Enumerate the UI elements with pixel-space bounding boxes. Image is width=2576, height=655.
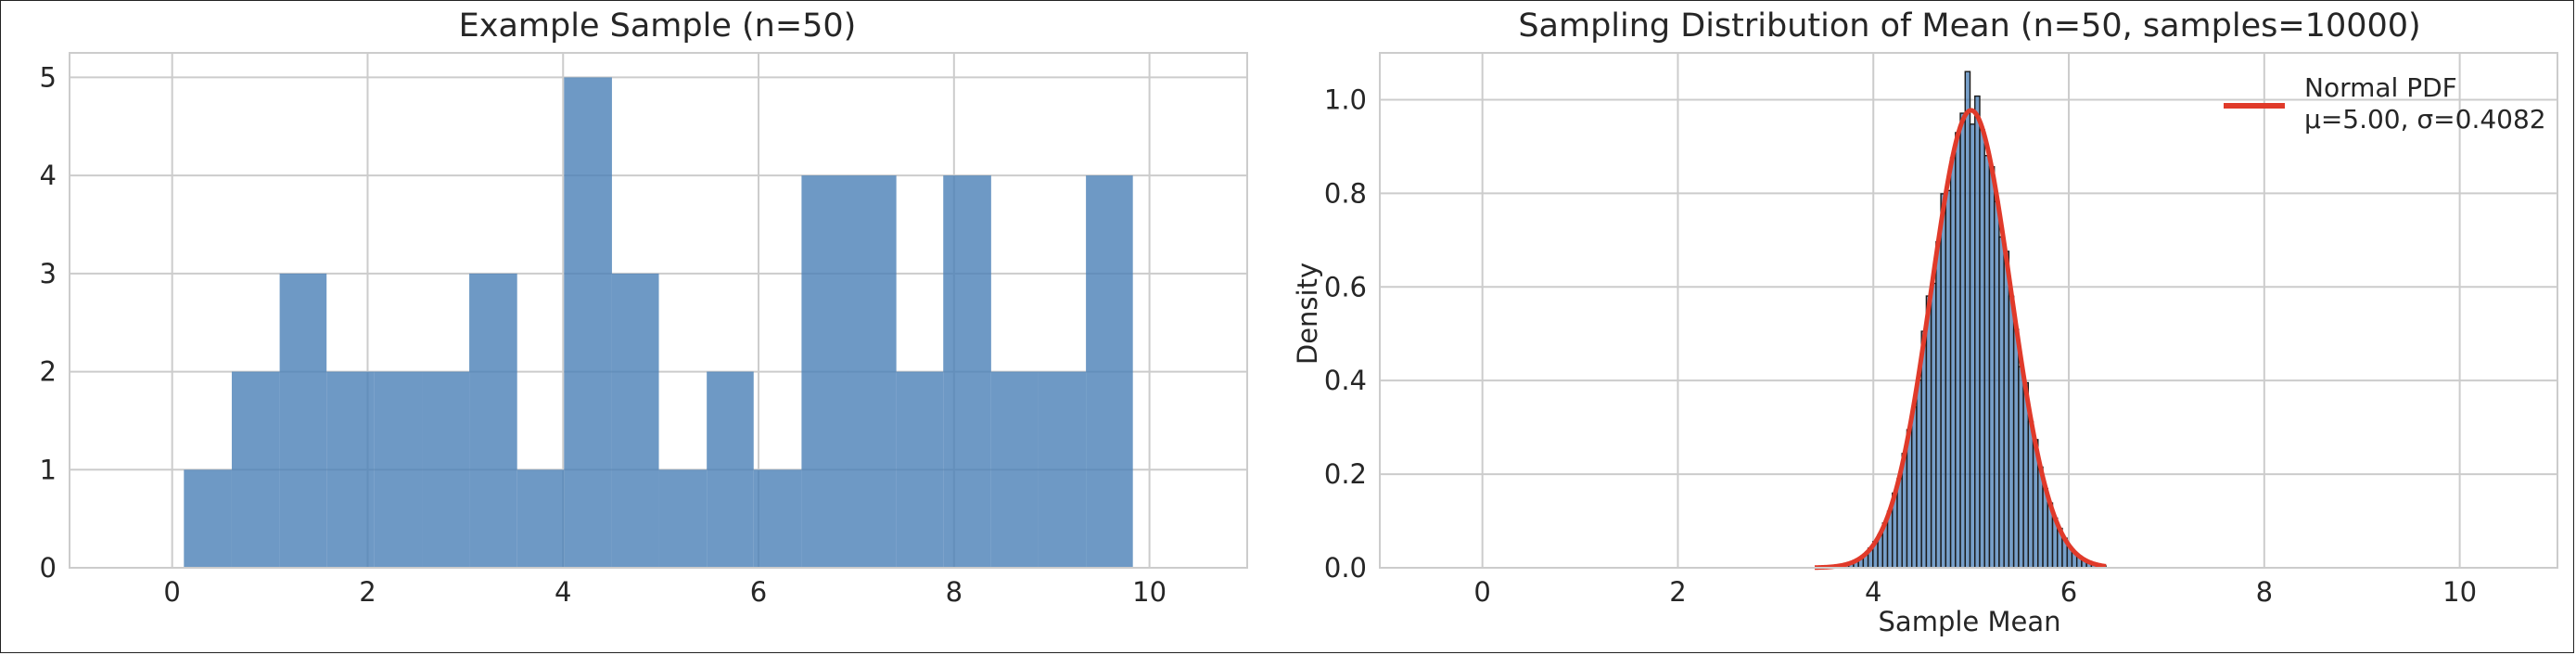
density-bar <box>1925 295 1932 569</box>
density-bar <box>1988 166 1996 569</box>
density-bar <box>1916 379 1922 569</box>
histogram-bar <box>896 371 944 568</box>
legend: Normal PDF μ=5.00, σ=0.4082 <box>2224 72 2546 135</box>
p2-y-tick-label: 0.4 <box>1324 365 1367 396</box>
histogram-bar <box>1086 175 1133 568</box>
histogram-bar <box>753 469 802 568</box>
density-bar <box>1964 71 1971 569</box>
p2-y-tick-label: 1.0 <box>1324 83 1367 115</box>
p2-x-tick-label: 8 <box>2256 576 2273 608</box>
left-histogram-bars <box>184 77 1133 568</box>
density-bar <box>2003 250 2010 569</box>
p2-y-tick-label: 0.0 <box>1324 552 1367 584</box>
p2-y-tick-label: 0.6 <box>1324 271 1367 302</box>
p1-x-tick-label: 0 <box>163 576 180 608</box>
p1-x-tick-label: 10 <box>1132 576 1167 608</box>
histogram-bar <box>990 371 1039 568</box>
left-chart-title: Example Sample (n=50) <box>459 7 857 45</box>
right-chart-title: Sampling Distribution of Mean (n=50, sam… <box>1518 7 2420 45</box>
p2-x-tick-label: 0 <box>1473 576 1490 608</box>
density-bar <box>1998 236 2005 569</box>
density-bar <box>1993 200 2000 569</box>
density-bar <box>1974 95 1981 569</box>
histogram-bar <box>326 371 375 568</box>
histogram-bar <box>231 371 280 568</box>
normal-pdf-curve <box>1814 108 2108 571</box>
p2-x-tick-label: 6 <box>2060 576 2077 608</box>
density-bar <box>1945 189 1952 569</box>
legend-label-line2: μ=5.00, σ=0.4082 <box>2304 104 2546 135</box>
density-bar <box>1959 112 1966 569</box>
density-bar <box>1930 282 1937 569</box>
p2-y-tick-label: 0.8 <box>1324 177 1367 209</box>
density-bar <box>1935 240 1942 569</box>
histogram-bar <box>564 77 612 568</box>
density-bar <box>1949 157 1957 569</box>
density-bar <box>1910 405 1918 569</box>
density-bar <box>1979 129 1985 569</box>
density-bar <box>1983 155 1991 569</box>
right-y-ticks: 0.0 0.2 0.4 0.6 0.8 1.0 <box>1324 83 1367 584</box>
p2-x-tick-label: 4 <box>1865 576 1881 608</box>
left-chart: Example Sample (n=50) 0 2 4 6 8 10 0 1 2 3 4 5 <box>40 7 1248 608</box>
density-bar <box>2012 328 2020 569</box>
right-x-axis-label: Sample Mean <box>1879 606 2061 637</box>
p1-x-tick-label: 2 <box>359 576 376 608</box>
p1-y-tick-label: 1 <box>40 454 57 485</box>
histogram-bar <box>848 175 897 568</box>
histogram-bar <box>279 273 327 568</box>
histogram-bar <box>943 175 991 568</box>
density-bar <box>1896 478 1903 569</box>
histogram-bar <box>516 469 565 568</box>
p1-x-tick-label: 4 <box>555 576 571 608</box>
density-bar <box>2018 366 2024 569</box>
histogram-bar <box>658 469 708 568</box>
histogram-bar <box>422 371 470 568</box>
p1-x-tick-label: 8 <box>946 576 963 608</box>
right-y-axis-label: Density <box>1292 263 1323 365</box>
density-bar <box>1955 132 1961 569</box>
p1-y-tick-label: 0 <box>40 552 57 584</box>
histogram-bar <box>1038 371 1087 568</box>
p2-x-tick-label: 2 <box>1669 576 1686 608</box>
p1-y-tick-label: 4 <box>40 160 57 191</box>
p2-y-tick-label: 0.2 <box>1324 458 1367 490</box>
legend-label-line1: Normal PDF <box>2304 72 2457 103</box>
histogram-bar <box>611 273 659 568</box>
right-plot-frame <box>1379 52 2558 569</box>
density-bar <box>1906 429 1913 569</box>
histogram-bar <box>184 469 232 568</box>
histogram-bar <box>374 371 423 568</box>
right-chart: Sampling Distribution of Mean (n=50, sam… <box>1292 7 2558 637</box>
p1-y-tick-label: 5 <box>40 61 57 93</box>
left-plot-frame <box>69 52 1248 569</box>
density-bar <box>2008 295 2015 569</box>
p1-x-tick-label: 6 <box>750 576 767 608</box>
density-bar <box>2027 420 2034 569</box>
density-bar <box>1940 193 1947 569</box>
density-bar <box>1969 123 1976 569</box>
left-x-ticks: 0 2 4 6 8 10 <box>163 576 1167 608</box>
left-y-ticks: 0 1 2 3 4 5 <box>40 61 57 584</box>
histogram-bar <box>707 371 754 568</box>
histogram-bar <box>469 273 517 568</box>
p2-x-tick-label: 10 <box>2442 576 2477 608</box>
right-x-ticks: 0 2 4 6 8 10 <box>1473 576 2477 608</box>
p1-y-tick-label: 3 <box>40 258 57 289</box>
p1-y-tick-label: 2 <box>40 356 57 388</box>
right-histogram-bars <box>1814 71 2107 569</box>
histogram-bar <box>801 175 848 568</box>
